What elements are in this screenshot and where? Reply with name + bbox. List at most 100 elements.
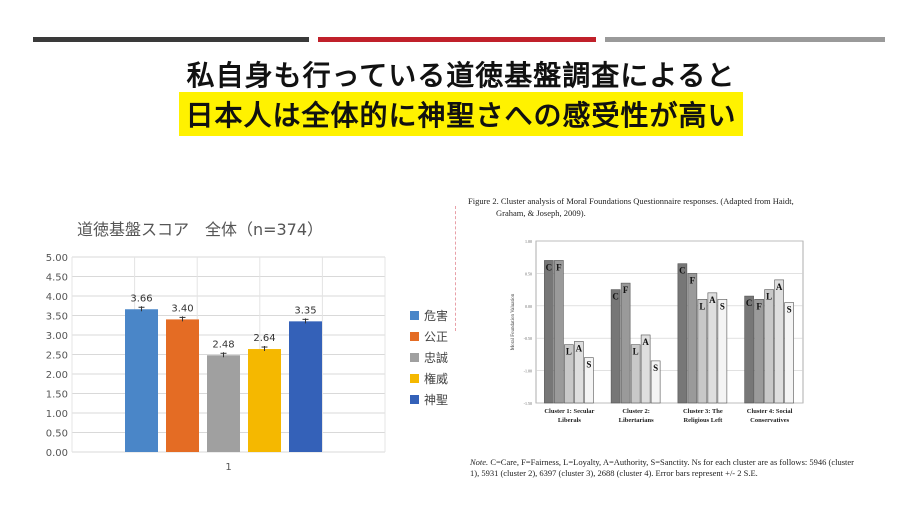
legend-swatch — [410, 395, 419, 404]
legend-swatch — [410, 374, 419, 383]
cluster-label-line2: Liberals — [558, 417, 582, 424]
cluster-bar-letter: C — [612, 292, 619, 302]
cluster-bar — [717, 299, 728, 404]
cluster-bar — [574, 341, 584, 404]
y-tick-label: 5.00 — [46, 253, 68, 264]
bar-危害 — [125, 309, 158, 452]
legend-label: 神聖 — [424, 393, 449, 407]
chart-border-edge — [455, 206, 458, 331]
figure-note: Note. C=Care, F=Fairness, L=Loyalty, A=A… — [470, 457, 865, 479]
legend-item: 神聖 — [410, 389, 448, 410]
cluster-bar — [774, 279, 784, 404]
cluster-bar-letter: F — [756, 301, 762, 311]
y-tick-label: 0.00 — [46, 448, 68, 459]
legend-swatch — [410, 311, 419, 320]
cluster-bar-letter: S — [586, 360, 591, 370]
cluster-bar — [620, 282, 631, 404]
cluster-bar — [697, 299, 708, 404]
cluster-bar-letter: S — [653, 363, 658, 373]
y-tick-label: 0.50 — [46, 429, 68, 440]
paper-figure: Figure 2. Cluster analysis of Moral Foun… — [468, 195, 868, 495]
legend-item: 忠誠 — [410, 347, 448, 368]
cluster-bar-letter: A — [776, 282, 783, 292]
cluster-bar-letter: A — [576, 343, 583, 353]
cluster-bar — [640, 334, 651, 404]
cluster-bar-letter: C — [679, 266, 686, 276]
cluster-bar — [584, 357, 594, 404]
cluster-bar — [630, 344, 641, 404]
cluster-bar-letter: F — [556, 262, 562, 272]
cluster-y-tick: 0.50 — [525, 271, 532, 276]
cluster-bar-letter: A — [709, 295, 716, 305]
y-tick-label: 4.50 — [46, 273, 68, 284]
y-tick-label: 1.00 — [46, 409, 68, 420]
slide-title-line2-highlighted: 日本人は全体的に神聖さへの感受性が高い — [179, 92, 743, 136]
cluster-bar-letter: F — [690, 275, 696, 285]
cluster-bar-letter: A — [642, 337, 649, 347]
divider-dark — [33, 37, 309, 42]
cluster-bar-letter: L — [566, 347, 572, 357]
moral-foundations-score-chart: 道徳基盤スコア 全体（n=374） 0.00 0.50 1.00 1.50 2.00 2.5… — [40, 205, 460, 480]
y-tick-label: 1.50 — [46, 390, 68, 401]
cluster-y-tick: -0.50 — [524, 336, 532, 341]
cluster-label-line1: Cluster 3: The — [683, 408, 723, 415]
cluster-bar-letter: C — [746, 298, 753, 308]
cluster-bar-letter: C — [546, 262, 553, 272]
cluster-label-line1: Cluster 2: — [622, 408, 650, 415]
bar-忠誠 — [207, 355, 240, 452]
divider-red — [318, 37, 596, 42]
legend-item: 危害 — [410, 305, 448, 326]
bar-神聖 — [289, 321, 322, 452]
chart-title: 道徳基盤スコア 全体（n=374） — [77, 220, 323, 239]
cluster-label-line1: Cluster 4: Social — [747, 408, 793, 415]
legend-label: 危害 — [424, 309, 449, 323]
figure-caption-line1: Figure 2. Cluster analysis of Moral Foun… — [468, 196, 794, 206]
cluster-bar — [650, 360, 661, 404]
cluster-y-tick: 1.00 — [525, 239, 532, 244]
cluster-bar — [707, 292, 718, 404]
bar-権威 — [248, 349, 281, 452]
cluster-chart-svg: 1.00 0.50 0.00 -0.50 -1.00 -1.50 Moral Foundat… — [511, 239, 804, 424]
cluster-bar — [764, 289, 774, 404]
cluster-bar — [610, 289, 621, 404]
note-text: C=Care, F=Fairness, L=Loyalty, A=Authori… — [470, 457, 854, 478]
cluster-bar — [554, 260, 564, 404]
cluster-bar-letter: S — [787, 305, 792, 315]
y-tick-label: 4.00 — [46, 292, 68, 303]
cluster-label-line2: Conservatives — [750, 417, 789, 424]
divider-gray — [605, 37, 885, 42]
cluster-y-axis-label: Moral Foundation Valuation — [511, 293, 516, 350]
legend-label: 権威 — [424, 372, 449, 386]
cluster-bar — [784, 302, 794, 404]
figure-caption: Figure 2. Cluster analysis of Moral Foun… — [468, 195, 868, 219]
legend-swatch — [410, 353, 419, 362]
note-label: Note. — [470, 457, 489, 467]
data-label: 3.35 — [294, 305, 316, 316]
cluster-bar-letter: F — [623, 285, 629, 295]
legend-label: 公正 — [424, 330, 449, 344]
cluster-y-tick: -1.00 — [524, 369, 532, 374]
data-label: 3.66 — [130, 293, 152, 304]
cluster-y-tick: -1.50 — [524, 401, 532, 406]
cluster-bar-letter: L — [633, 347, 639, 357]
cluster-bar — [744, 295, 754, 404]
bar-公正 — [166, 319, 199, 452]
cluster-bar-letter: L — [699, 301, 705, 311]
y-tick-label: 2.50 — [46, 351, 68, 362]
legend-swatch — [410, 332, 419, 341]
cluster-label-line2: Religious Left — [683, 417, 723, 424]
data-label: 2.48 — [212, 339, 234, 350]
cluster-bar — [564, 344, 574, 404]
cluster-bar-letter: S — [720, 301, 725, 311]
y-tick-label: 3.00 — [46, 331, 68, 342]
legend-item: 権威 — [410, 368, 448, 389]
cluster-bar — [544, 260, 554, 404]
cluster-y-tick: 0.00 — [525, 304, 532, 309]
data-label: 3.40 — [171, 303, 193, 314]
slide-title-line1: 私自身も行っている道徳基盤調査によると — [186, 59, 736, 92]
figure-caption-line2: Graham, & Joseph, 2009). — [496, 208, 586, 218]
score-chart-svg: 道徳基盤スコア 全体（n=374） 0.00 0.50 1.00 1.50 2.00 2.5… — [46, 220, 386, 473]
x-category-label: 1 — [225, 462, 231, 473]
cluster-label-line1: Cluster 1: Secular — [544, 408, 594, 415]
cluster-bar — [677, 263, 688, 404]
